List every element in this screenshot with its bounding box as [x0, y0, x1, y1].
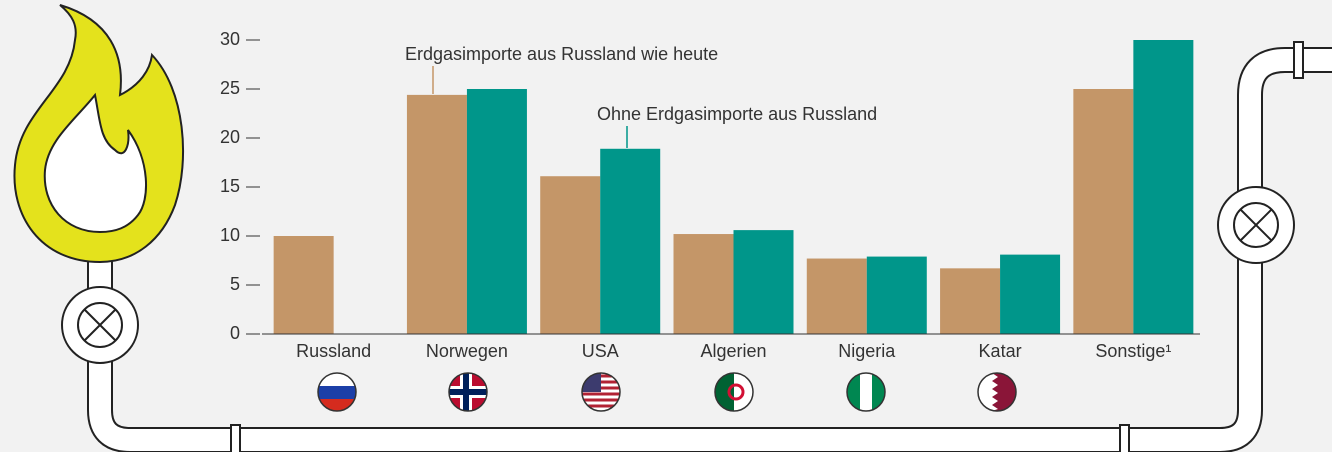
y-tick-label: 15	[220, 176, 240, 196]
y-tick-label: 0	[230, 323, 240, 343]
bar	[673, 234, 734, 334]
x-tick-label: Russland	[296, 341, 371, 361]
decoration	[13, 4, 1332, 452]
bar	[733, 230, 794, 334]
x-tick-label: Sonstige¹	[1095, 341, 1171, 361]
legend-label: Erdgasimporte aus Russland wie heute	[405, 44, 718, 64]
bar	[1073, 89, 1134, 334]
bar	[1000, 254, 1061, 334]
bar	[806, 258, 867, 334]
bar	[406, 94, 467, 334]
x-tick-label: USA	[582, 341, 619, 361]
x-tick-label: Algerien	[700, 341, 766, 361]
bar	[940, 268, 1001, 334]
y-tick-label: 5	[230, 274, 240, 294]
x-tick-label: Katar	[979, 341, 1022, 361]
bar	[1133, 40, 1194, 334]
x-tick-label: Nigeria	[838, 341, 896, 361]
y-tick-label: 10	[220, 225, 240, 245]
bar	[866, 256, 927, 334]
y-tick-label: 20	[220, 127, 240, 147]
bar	[600, 148, 661, 334]
bar	[466, 89, 527, 334]
flags	[317, 372, 1017, 412]
legend-label: Ohne Erdgasimporte aus Russland	[597, 104, 877, 124]
bar	[273, 236, 334, 334]
y-tick-label: 30	[220, 29, 240, 49]
bar	[540, 176, 601, 334]
x-tick-label: Norwegen	[426, 341, 508, 361]
y-tick-label: 25	[220, 78, 240, 98]
